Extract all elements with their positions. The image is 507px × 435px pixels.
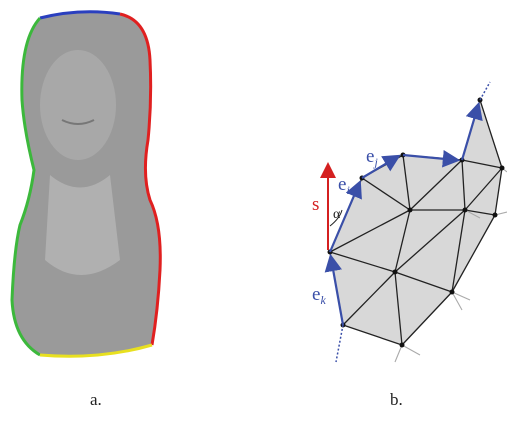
edge-subscript: k [320, 293, 326, 307]
mesh [320, 81, 507, 363]
panel-label: b. [390, 390, 403, 409]
edge-label: ei [338, 174, 350, 197]
angle-label: α [333, 207, 341, 222]
edge-label: ej [366, 146, 378, 169]
edge-subscript: i [346, 183, 349, 197]
bust-render [10, 10, 162, 358]
panel-label: a. [90, 390, 102, 409]
edge-label: ek [312, 284, 326, 307]
edge-base: e [312, 284, 320, 305]
edge-base: e [366, 146, 374, 167]
edge-base: e [338, 174, 346, 195]
vector-s-label: s [312, 194, 319, 215]
edge-subscript: j [372, 155, 378, 169]
